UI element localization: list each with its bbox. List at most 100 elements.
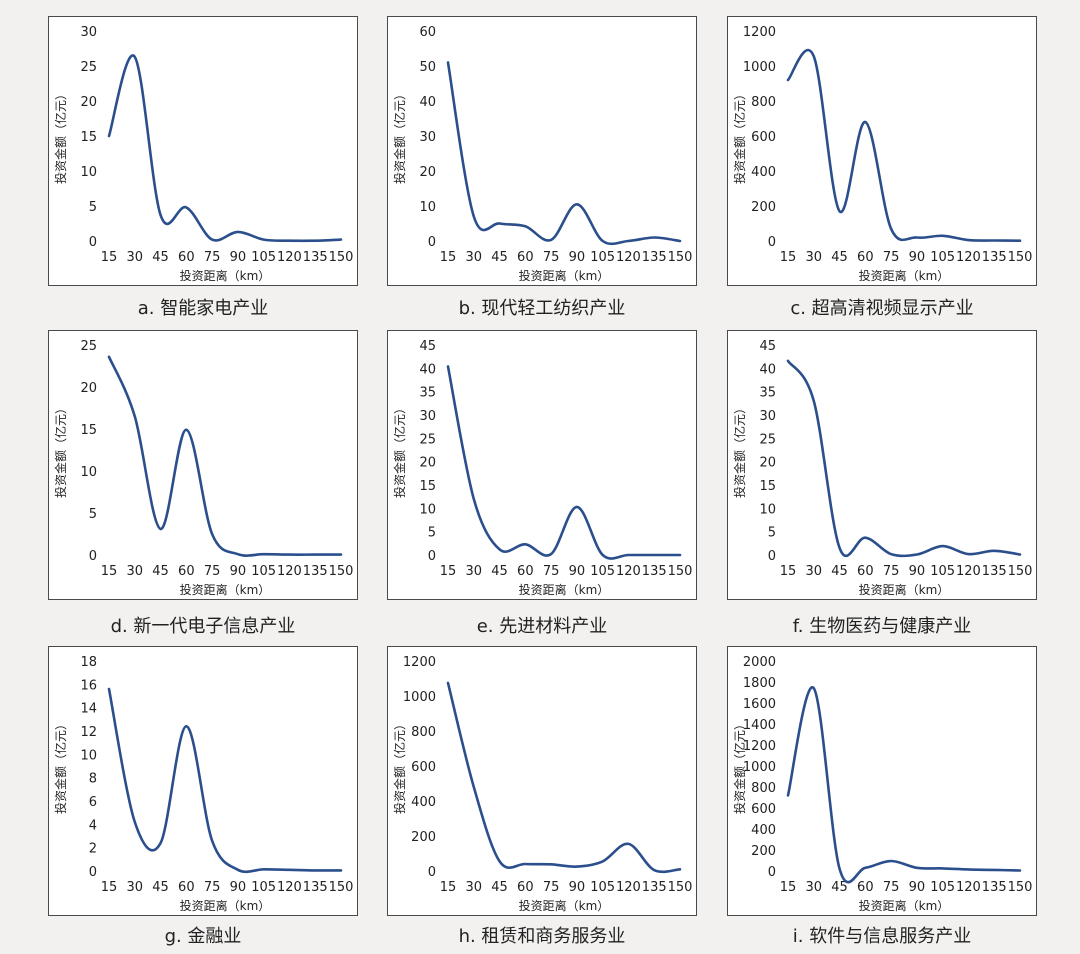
x-tick-label: 90 — [909, 564, 926, 579]
chart-caption: c. 超高清视频显示产业 — [790, 298, 974, 319]
y-tick-label: 800 — [751, 781, 776, 796]
x-tick-label: 60 — [178, 250, 195, 265]
chart-caption: h. 租赁和商务服务业 — [458, 926, 626, 947]
y-tick-label: 0 — [768, 865, 776, 880]
y-tick-label: 40 — [419, 362, 436, 377]
line-chart: 0 5 10 15 20 25 30 15 30 45 60 75 90 105 120 135 150 投资距离… — [53, 25, 354, 283]
y-tick-label: 0 — [89, 235, 97, 250]
y-tick-label: 10 — [80, 465, 97, 480]
x-tick-label: 45 — [491, 880, 508, 895]
y-tick-label: 800 — [751, 95, 776, 110]
x-tick-label: 135 — [303, 564, 328, 579]
y-tick-label: 20 — [419, 165, 436, 180]
y-tick-label: 40 — [419, 95, 436, 110]
x-tick-label: 90 — [569, 564, 586, 579]
series-line — [446, 681, 682, 874]
x-tick-label: 150 — [1008, 880, 1033, 895]
x-tick-label: 60 — [517, 880, 534, 895]
y-tick-label: 600 — [411, 760, 436, 775]
x-tick-label: 105 — [930, 250, 955, 265]
y-tick-label: 20 — [80, 95, 97, 110]
x-tick-label: 30 — [127, 250, 144, 265]
y-tick-label: 15 — [419, 479, 436, 494]
line-chart: 0 200 400 600 800 1000 1200 1400 1600 1800 2000 15 3… — [732, 655, 1033, 913]
x-tick-label: 60 — [857, 564, 874, 579]
y-tick-label: 5 — [768, 526, 776, 541]
x-tick-label: 75 — [883, 880, 900, 895]
y-tick-label: 1000 — [403, 690, 436, 705]
x-tick-label: 30 — [466, 564, 483, 579]
chart-panel: 0 200 400 600 800 1000 1200 1400 1600 1800 2000 15 3… — [727, 646, 1037, 916]
x-tick-label: 135 — [642, 564, 667, 579]
x-tick-label: 30 — [127, 880, 144, 895]
x-tick-label: 90 — [230, 250, 247, 265]
x-tick-label: 105 — [251, 880, 276, 895]
x-tick-label: 45 — [831, 250, 848, 265]
y-tick-label: 1200 — [403, 655, 436, 670]
chart-panel: 0 10 20 30 40 50 60 15 30 45 60 75 90 105 120 135 150 投资距… — [387, 16, 697, 286]
y-tick-label: 12 — [80, 725, 97, 740]
y-tick-label: 200 — [411, 830, 436, 845]
y-axis-label: 投资金额（亿元） — [392, 88, 407, 184]
x-axis-label: 投资距离（km） — [859, 268, 950, 283]
x-tick-label: 120 — [616, 564, 641, 579]
x-axis-label: 投资距离（km） — [180, 268, 271, 283]
x-tick-label: 15 — [101, 564, 118, 579]
chart-caption: a. 智能家电产业 — [137, 298, 269, 319]
chart-panel: 0 5 10 15 20 25 30 35 40 45 15 30 45 60 75 90 105 120 135 1… — [387, 330, 697, 600]
y-tick-label: 2000 — [743, 655, 776, 670]
y-tick-label: 45 — [759, 339, 776, 354]
x-tick-label: 135 — [982, 250, 1007, 265]
x-tick-label: 120 — [277, 880, 302, 895]
y-tick-label: 30 — [80, 25, 97, 40]
y-tick-label: 1200 — [743, 25, 776, 40]
y-tick-label: 1200 — [743, 739, 776, 754]
chart-caption: e. 先进材料产业 — [476, 616, 608, 637]
x-tick-label: 105 — [590, 564, 615, 579]
y-tick-label: 35 — [419, 386, 436, 401]
x-axis-label: 投资距离（km） — [859, 898, 950, 913]
chart-panel: 0 5 10 15 20 25 30 15 30 45 60 75 90 105 120 135 150 投资距离… — [48, 16, 358, 286]
y-tick-label: 600 — [751, 130, 776, 145]
series-line — [786, 359, 1022, 558]
y-axis-label: 投资金额（亿元） — [53, 88, 68, 184]
x-tick-label: 75 — [883, 564, 900, 579]
y-tick-label: 35 — [759, 386, 776, 401]
x-tick-label: 45 — [152, 250, 169, 265]
x-tick-label: 105 — [930, 564, 955, 579]
y-tick-label: 20 — [80, 381, 97, 396]
chart-caption: b. 现代轻工纺织产业 — [458, 298, 626, 319]
x-tick-label: 135 — [642, 250, 667, 265]
chart-panel: 0 5 10 15 20 25 30 35 40 45 15 30 45 60 75 90 105 120 135 1… — [727, 330, 1037, 600]
x-tick-label: 90 — [909, 250, 926, 265]
x-axis-label: 投资距离（km） — [519, 898, 610, 913]
x-tick-label: 105 — [251, 250, 276, 265]
x-tick-label: 150 — [329, 250, 354, 265]
x-tick-label: 135 — [303, 250, 328, 265]
y-tick-label: 15 — [80, 130, 97, 145]
y-axis-label: 投资金额（亿元） — [732, 88, 747, 184]
y-tick-label: 30 — [759, 409, 776, 424]
y-tick-label: 0 — [768, 549, 776, 564]
y-tick-label: 60 — [419, 25, 436, 40]
x-tick-label: 15 — [440, 250, 457, 265]
y-tick-label: 0 — [89, 865, 97, 880]
series-line — [446, 365, 682, 560]
series-line — [107, 355, 343, 557]
y-tick-label: 50 — [419, 60, 436, 75]
x-tick-label: 15 — [440, 564, 457, 579]
y-tick-label: 0 — [89, 549, 97, 564]
y-tick-label: 16 — [80, 678, 97, 693]
x-tick-label: 150 — [668, 564, 693, 579]
x-tick-label: 120 — [616, 250, 641, 265]
x-tick-label: 90 — [230, 564, 247, 579]
x-tick-label: 135 — [303, 880, 328, 895]
y-tick-label: 45 — [419, 339, 436, 354]
line-chart: 0 5 10 15 20 25 30 35 40 45 15 30 45 60 75 90 105 120 135 1… — [732, 339, 1032, 597]
x-axis-label: 投资距离（km） — [859, 582, 950, 597]
x-tick-label: 60 — [178, 880, 195, 895]
x-tick-label: 105 — [930, 880, 955, 895]
x-tick-label: 120 — [277, 250, 302, 265]
